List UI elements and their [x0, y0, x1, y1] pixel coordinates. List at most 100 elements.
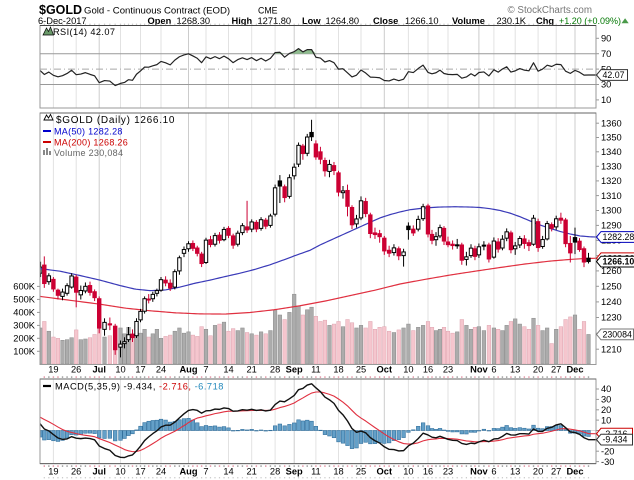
- svg-text:30: 30: [601, 395, 611, 405]
- svg-text:200K: 200K: [13, 334, 36, 344]
- svg-text:RSI(14) 42.07: RSI(14) 42.07: [53, 27, 115, 37]
- svg-text:Oct: Oct: [377, 365, 393, 375]
- svg-text:Sep: Sep: [286, 467, 303, 477]
- svg-text:1360: 1360: [601, 118, 622, 128]
- svg-text:20: 20: [533, 365, 543, 375]
- svg-text:1240: 1240: [601, 297, 622, 307]
- svg-text:500K: 500K: [13, 295, 36, 305]
- svg-text:14: 14: [223, 365, 233, 375]
- svg-text:230084: 230084: [603, 330, 632, 340]
- svg-text:Low: Low: [302, 16, 321, 26]
- svg-text:90: 90: [601, 34, 611, 44]
- svg-text:1266.10: 1266.10: [405, 16, 439, 26]
- svg-text:21: 21: [247, 365, 257, 375]
- svg-text:24: 24: [156, 467, 166, 477]
- svg-text:16: 16: [423, 467, 433, 477]
- svg-text:1340: 1340: [601, 147, 622, 157]
- svg-text:$GOLD (Daily) 1266.10: $GOLD (Daily) 1266.10: [56, 115, 175, 126]
- svg-text:23: 23: [443, 467, 453, 477]
- svg-text:18: 18: [333, 467, 343, 477]
- svg-text:17: 17: [135, 467, 145, 477]
- svg-text:1282.28: 1282.28: [603, 232, 634, 242]
- svg-text:1350: 1350: [601, 133, 622, 143]
- svg-text:7: 7: [203, 467, 208, 477]
- svg-text:17: 17: [135, 365, 145, 375]
- svg-text:21: 21: [247, 467, 257, 477]
- svg-text:600K: 600K: [13, 282, 36, 292]
- svg-text:Nov: Nov: [470, 467, 488, 477]
- svg-text:High: High: [232, 16, 253, 26]
- svg-text:Oct: Oct: [377, 467, 393, 477]
- svg-text:10: 10: [403, 467, 413, 477]
- svg-text:Nov: Nov: [470, 365, 488, 375]
- svg-text:MA(50) 1282.28: MA(50) 1282.28: [54, 127, 123, 137]
- svg-text:1271.80: 1271.80: [258, 16, 292, 26]
- svg-text:18: 18: [333, 365, 343, 375]
- svg-text:Open: Open: [148, 16, 172, 26]
- svg-text:Aug: Aug: [179, 467, 197, 477]
- svg-text:1300: 1300: [601, 206, 622, 216]
- svg-text:11: 11: [311, 467, 321, 477]
- svg-text:Jul: Jul: [92, 365, 105, 375]
- svg-text:16: 16: [423, 365, 433, 375]
- svg-text:1268.30: 1268.30: [177, 16, 211, 26]
- svg-text:70: 70: [601, 49, 611, 59]
- svg-text:40: 40: [601, 384, 611, 394]
- svg-text:13: 13: [510, 467, 520, 477]
- svg-text:1290: 1290: [601, 221, 622, 231]
- svg-text:20: 20: [601, 405, 611, 415]
- svg-text:26: 26: [71, 467, 81, 477]
- svg-text:11: 11: [311, 365, 321, 375]
- svg-text:1330: 1330: [601, 162, 622, 172]
- svg-text:10: 10: [115, 365, 125, 375]
- svg-text:13: 13: [510, 365, 520, 375]
- svg-text:Sep: Sep: [286, 365, 303, 375]
- svg-text:42.07: 42.07: [603, 70, 625, 80]
- svg-text:400K: 400K: [13, 308, 36, 318]
- svg-text:Gold - Continuous Contract (EO: Gold - Continuous Contract (EOD): [84, 6, 230, 17]
- svg-text:CME: CME: [258, 6, 278, 16]
- svg-text:1320: 1320: [601, 176, 622, 186]
- svg-text:1210: 1210: [601, 344, 622, 354]
- svg-text:Volume: Volume: [452, 16, 485, 26]
- svg-text:25: 25: [356, 467, 366, 477]
- svg-text:Jul: Jul: [92, 467, 105, 477]
- svg-text:Aug: Aug: [179, 365, 197, 375]
- svg-text:© StockCharts.com: © StockCharts.com: [507, 5, 592, 16]
- svg-text:1260: 1260: [601, 266, 622, 276]
- svg-text:1310: 1310: [601, 191, 622, 201]
- svg-text:Volume 230,084: Volume 230,084: [54, 148, 123, 158]
- svg-text:30: 30: [601, 80, 611, 90]
- svg-text:Close: Close: [373, 16, 398, 26]
- svg-text:Chg: Chg: [536, 16, 554, 26]
- svg-text:10: 10: [403, 365, 413, 375]
- svg-text:Dec: Dec: [566, 467, 583, 477]
- svg-text:20: 20: [533, 467, 543, 477]
- svg-text:10: 10: [601, 415, 611, 425]
- svg-text:-9.434: -9.434: [603, 435, 628, 445]
- svg-text:MACD(5,35,9) -9.434, -2.716, -: MACD(5,35,9) -9.434, -2.716, -6.718: [55, 382, 224, 392]
- svg-text:6: 6: [491, 365, 496, 375]
- svg-text:1250: 1250: [601, 282, 622, 292]
- svg-text:28: 28: [270, 467, 280, 477]
- svg-text:6: 6: [491, 467, 496, 477]
- svg-text:1266.10: 1266.10: [603, 257, 634, 267]
- svg-text:Dec: Dec: [566, 365, 583, 375]
- svg-text:MA(200) 1268.26: MA(200) 1268.26: [54, 138, 128, 148]
- svg-text:1230: 1230: [601, 313, 622, 323]
- svg-text:7: 7: [203, 365, 208, 375]
- svg-text:23: 23: [443, 365, 453, 375]
- svg-text:1264.80: 1264.80: [326, 16, 360, 26]
- svg-text:27: 27: [551, 467, 561, 477]
- svg-text:+1.20 (+0.09%): +1.20 (+0.09%): [559, 16, 621, 26]
- svg-text:24: 24: [156, 365, 166, 375]
- svg-text:25: 25: [356, 365, 366, 375]
- svg-text:230.1K: 230.1K: [497, 16, 527, 26]
- svg-text:27: 27: [551, 365, 561, 375]
- svg-text:19: 19: [48, 467, 58, 477]
- svg-text:$GOLD: $GOLD: [39, 3, 82, 17]
- svg-text:-30: -30: [601, 457, 614, 467]
- svg-text:300K: 300K: [13, 321, 36, 331]
- svg-text:19: 19: [48, 365, 58, 375]
- svg-text:100K: 100K: [13, 347, 36, 357]
